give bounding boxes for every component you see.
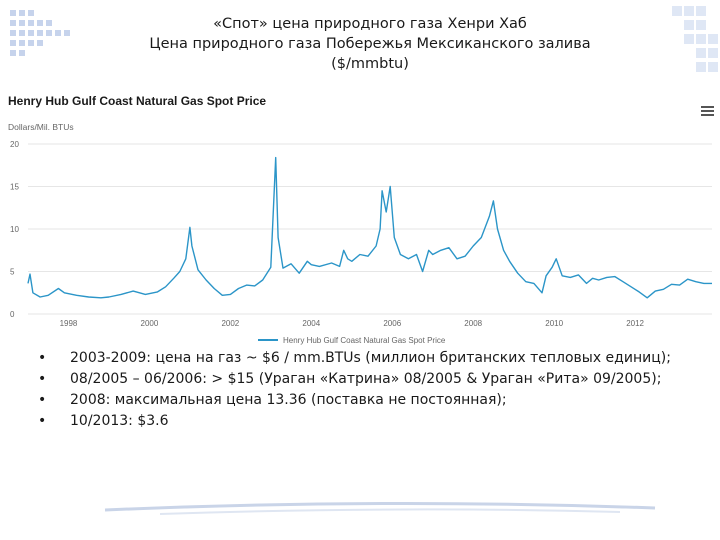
x-tick-label: 2002 <box>221 319 239 328</box>
x-tick-label: 2010 <box>545 319 563 328</box>
bullet-text: 2008: максимальная цена 13.36 (поставка … <box>70 392 507 408</box>
bullet-item: • 2003-2009: цена на газ ~ $6 / mm.BTUs … <box>38 350 678 367</box>
bullet-marker: • <box>38 413 47 429</box>
chart-container: 0 5 10 15 20 Dollars/Mil. BTUs 1998 2000 2002 200… <box>0 88 720 358</box>
hamburger-menu-icon[interactable] <box>701 106 714 118</box>
y-tick-label: 0 <box>10 310 15 319</box>
bullet-text: 2003-2009: цена на газ ~ $6 / mm.BTUs (м… <box>70 350 671 366</box>
bullet-item: • 2008: максимальная цена 13.36 (поставк… <box>38 392 678 409</box>
series-line <box>27 156 712 299</box>
bullet-text: 08/2005 – 06/2006: > $15 (Ураган «Катрин… <box>70 371 662 387</box>
slide-title: «Спот» цена природного газа Хенри Хаб Це… <box>120 14 620 74</box>
x-tick-label: 1998 <box>60 319 78 328</box>
y-axis-unit-label: Dollars/Mil. BTUs <box>8 122 74 132</box>
y-tick-label: 5 <box>10 268 15 277</box>
bullet-item: • 08/2005 – 06/2006: > $15 (Ураган «Катр… <box>38 371 678 388</box>
legend-label: Henry Hub Gulf Coast Natural Gas Spot Pr… <box>283 336 446 345</box>
slide-title-line-1: «Спот» цена природного газа Хенри Хаб <box>213 16 527 32</box>
chart-title: Henry Hub Gulf Coast Natural Gas Spot Pr… <box>8 94 267 108</box>
chart-svg: 0 5 10 15 20 Dollars/Mil. BTUs 1998 2000 2002 200… <box>8 122 712 345</box>
bullet-marker: • <box>38 392 47 408</box>
x-tick-label: 2006 <box>383 319 401 328</box>
y-tick-label: 10 <box>10 225 19 234</box>
decorative-swoosh <box>104 501 656 515</box>
y-tick-label: 20 <box>10 140 19 149</box>
x-tick-label: 2000 <box>141 319 159 328</box>
bullet-list: • 2003-2009: цена на газ ~ $6 / mm.BTUs … <box>38 350 678 434</box>
x-tick-label: 2008 <box>464 319 482 328</box>
x-tick-label: 2012 <box>626 319 644 328</box>
slide-title-line-3: ($/mmbtu) <box>331 56 409 72</box>
bullet-marker: • <box>38 371 47 387</box>
bullet-text: 10/2013: $3.6 <box>70 413 169 429</box>
bullet-item: • 10/2013: $3.6 <box>38 413 678 430</box>
x-tick-label: 2004 <box>302 319 320 328</box>
bullet-marker: • <box>38 350 47 366</box>
slide-title-line-2: Цена природного газа Побережья Мексиканс… <box>149 36 591 52</box>
y-tick-label: 15 <box>10 183 19 192</box>
